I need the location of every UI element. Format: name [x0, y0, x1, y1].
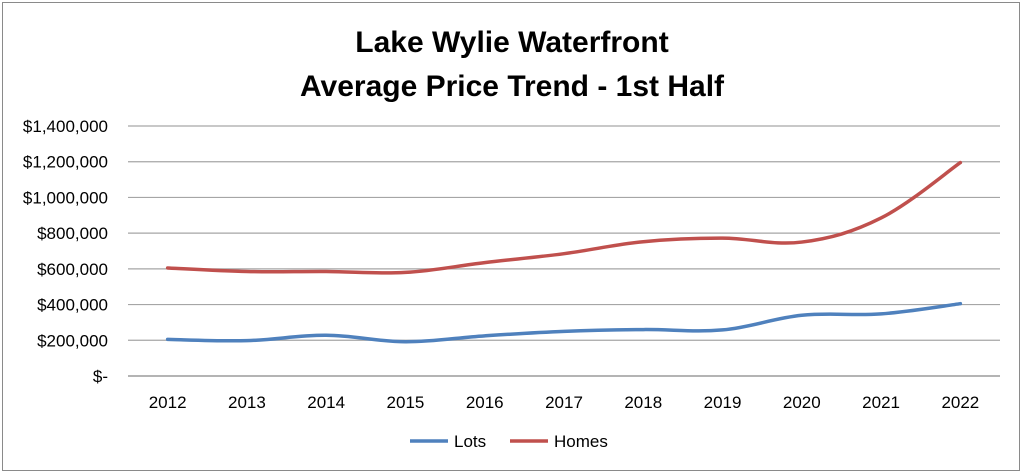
- series-line-lots: [165, 301, 963, 344]
- x-tick-label: 2021: [862, 393, 900, 412]
- x-tick-label: 2014: [307, 393, 345, 412]
- legend-label-lots: Lots: [454, 432, 486, 451]
- y-axis: $- $200,000 $400,000 $600,000 $800,000 $1,000…: [23, 117, 108, 386]
- series-line-homes: [165, 160, 963, 275]
- y-tick-label: $-: [93, 367, 108, 386]
- y-tick-label: $400,000: [37, 296, 108, 315]
- x-tick-label: 2012: [149, 393, 187, 412]
- chart-title-line-2: Average Price Trend - 1st Half: [300, 70, 725, 103]
- legend: Lots Homes: [410, 432, 608, 451]
- x-tick-label: 2015: [387, 393, 425, 412]
- chart-title-line-1: Lake Wylie Waterfront: [355, 26, 668, 59]
- y-tick-label: $800,000: [37, 224, 108, 243]
- x-tick-label: 2020: [783, 393, 821, 412]
- y-tick-label: $1,000,000: [23, 188, 108, 207]
- x-tick-label: 2019: [704, 393, 742, 412]
- y-tick-label: $1,400,000: [23, 117, 108, 136]
- x-tick-label: 2013: [228, 393, 266, 412]
- y-tick-label: $1,200,000: [23, 153, 108, 172]
- x-tick-label: 2017: [545, 393, 583, 412]
- series-lines: [165, 160, 963, 344]
- x-tick-label: 2022: [941, 393, 979, 412]
- x-axis: 2012 2013 2014 2015 2016 2017 2018 2019 2020 2021…: [149, 393, 980, 412]
- x-tick-label: 2016: [466, 393, 504, 412]
- y-tick-label: $200,000: [37, 331, 108, 350]
- x-tick-label: 2018: [624, 393, 662, 412]
- y-tick-label: $600,000: [37, 260, 108, 279]
- legend-label-homes: Homes: [554, 432, 608, 451]
